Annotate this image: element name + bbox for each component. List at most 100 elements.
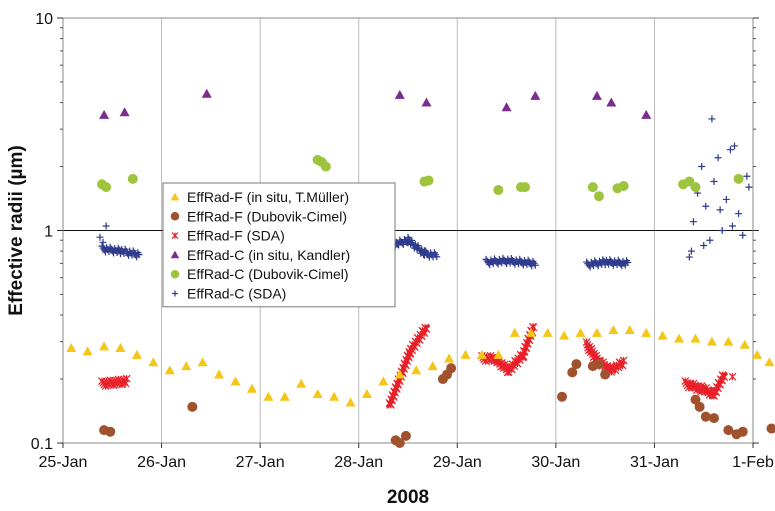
- series-4-point: [423, 175, 434, 186]
- series-0-point: [608, 325, 619, 335]
- series-1: [99, 359, 775, 448]
- series-1-point: [708, 413, 719, 424]
- series-5-point: [743, 172, 751, 180]
- series-0-point: [99, 341, 110, 351]
- legend-marker: [170, 250, 180, 259]
- data-marks: [66, 88, 775, 448]
- series-3-point: [99, 109, 110, 119]
- series-2-point: [122, 374, 131, 383]
- series-4-point: [493, 185, 504, 196]
- y-tick-label: 10: [35, 11, 53, 28]
- series-4-point: [733, 173, 744, 184]
- series-1-point: [593, 359, 604, 370]
- series-5-point: [710, 178, 718, 186]
- series-5-point: [745, 183, 753, 191]
- series-0-point: [460, 349, 471, 359]
- series-3-point: [501, 102, 512, 112]
- series-5-point: [739, 231, 747, 239]
- series-2-point: [619, 356, 628, 365]
- series-0-point: [575, 327, 586, 337]
- series-2-point: [422, 325, 431, 334]
- legend-marker: [170, 212, 180, 221]
- legend-marker: [170, 192, 180, 201]
- series-0-point: [279, 391, 290, 401]
- legend-label: EffRad-C (SDA): [187, 286, 286, 302]
- legend-marker: [171, 232, 179, 239]
- series-5-point: [708, 115, 716, 123]
- series-1-point: [394, 438, 405, 448]
- series-0-point: [739, 339, 750, 349]
- series-0-point: [476, 349, 487, 359]
- legend-label: EffRad-C (in situ, Kandler): [187, 247, 350, 263]
- series-5-point: [687, 247, 695, 255]
- x-tick-label: 28-Jan: [334, 454, 383, 471]
- series-0-point: [559, 330, 570, 340]
- series-0-point: [444, 353, 455, 363]
- series-0-point: [181, 361, 192, 371]
- series-5-point: [96, 233, 104, 241]
- x-tick-label: 29-Jan: [433, 454, 482, 471]
- legend: EffRad-F (in situ, T.Müller) EffRad-F (Du…: [162, 182, 396, 308]
- series-1-point: [557, 391, 568, 402]
- x-tick-label: 25-Jan: [39, 454, 88, 471]
- series-0-point: [591, 327, 602, 337]
- series-1-point: [446, 363, 457, 374]
- series-5-point: [102, 222, 110, 230]
- series-1-point: [600, 369, 611, 380]
- series-4-point: [520, 182, 531, 193]
- series-4-point: [101, 182, 112, 193]
- series-5-point: [731, 142, 739, 150]
- x-tick-label: 30-Jan: [531, 454, 580, 471]
- series-0-point: [82, 346, 93, 356]
- series-5-point: [702, 202, 710, 210]
- series-5-point: [726, 146, 734, 154]
- series-0-point: [706, 336, 717, 346]
- x-tick-label: 31-Jan: [630, 454, 679, 471]
- series-0-point: [378, 376, 389, 386]
- legend-box: [162, 182, 396, 308]
- series-1-point: [700, 411, 711, 422]
- series-0-point: [230, 376, 241, 386]
- series-0-point: [657, 330, 668, 340]
- series-2: [98, 322, 737, 409]
- series-4-point: [618, 180, 629, 191]
- series-3-point: [119, 107, 130, 117]
- series-0-point: [764, 357, 775, 367]
- series-0-point: [263, 391, 274, 401]
- x-axis-title: 2008: [387, 487, 429, 508]
- series-4-point: [127, 173, 138, 184]
- series-1-point: [694, 401, 705, 412]
- series-3-point: [606, 97, 617, 107]
- legend-label: EffRad-F (Dubovik-Cimel): [187, 208, 347, 224]
- series-0-point: [752, 349, 763, 359]
- series-0-point: [690, 333, 701, 343]
- series-0: [66, 325, 775, 407]
- series-0-point: [164, 365, 175, 375]
- series-5-point: [728, 222, 736, 230]
- series-4-point: [593, 191, 604, 202]
- series-0-point: [427, 361, 438, 371]
- series-5-point: [433, 253, 441, 261]
- series-5-point: [99, 238, 107, 246]
- series-0-point: [509, 327, 520, 337]
- series-5-point: [735, 210, 743, 218]
- series-5-point: [722, 195, 730, 203]
- series-0-point: [329, 391, 340, 401]
- series-5-point: [685, 253, 693, 261]
- series-0-point: [361, 389, 372, 399]
- series-0-point: [641, 327, 652, 337]
- series-0-point: [526, 327, 537, 337]
- legend-marker: [170, 269, 180, 279]
- series-4: [97, 154, 744, 202]
- series-0-point: [214, 369, 225, 379]
- series-5-point: [135, 251, 143, 259]
- series-5-point: [531, 261, 539, 269]
- series-0-point: [296, 378, 307, 388]
- series-1-point: [105, 426, 116, 437]
- series-2-point: [121, 379, 130, 388]
- series-0-point: [674, 333, 685, 343]
- series-2-point: [720, 373, 729, 382]
- series-0-point: [66, 342, 77, 352]
- series-0-point: [115, 342, 126, 352]
- series-1-point: [567, 367, 578, 378]
